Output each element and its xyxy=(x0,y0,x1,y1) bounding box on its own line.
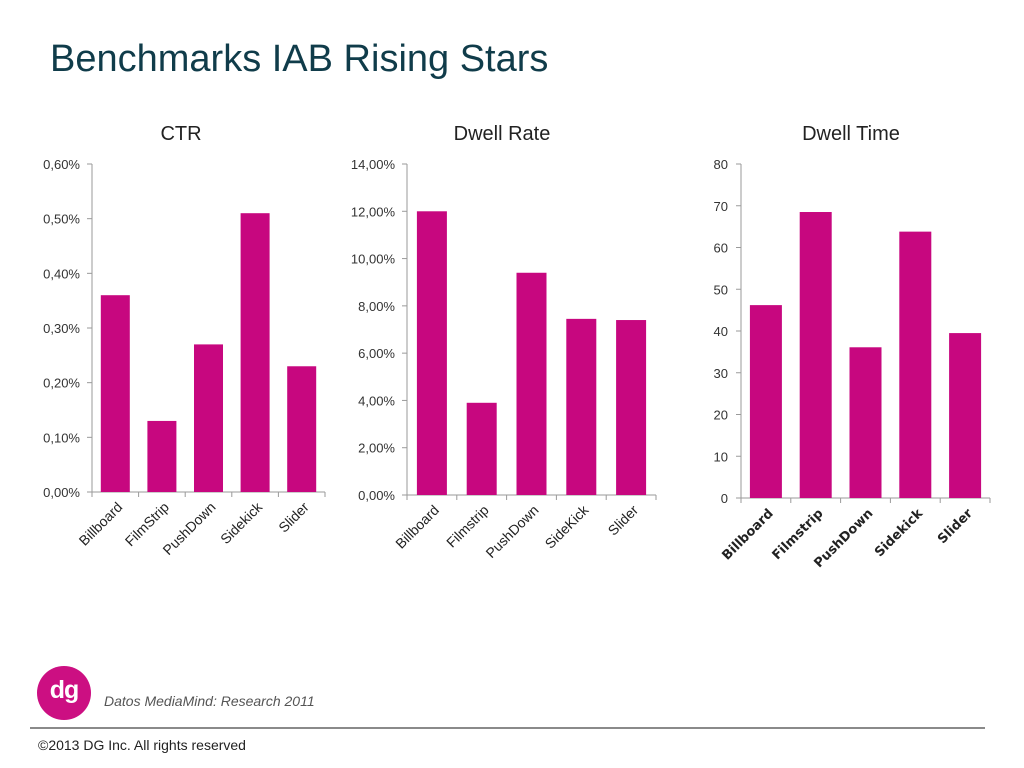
dg-logo: dg xyxy=(37,666,91,720)
dwell-time-category-label-slider: Slider xyxy=(935,506,976,547)
ctr-y-tick-label: 0,00% xyxy=(43,485,80,500)
dwell-rate-category-label-pushdown: PushDown xyxy=(482,502,541,561)
ctr-category-label-slider: Slider xyxy=(275,499,312,536)
copyright-text: ©2013 DG Inc. All rights reserved xyxy=(38,737,246,753)
dwell-time-y-tick-label: 30 xyxy=(714,366,728,381)
dwell-rate-bar-filmstrip xyxy=(466,402,497,495)
dwell-time-chart-title: Dwell Time xyxy=(802,123,900,145)
dwell-time-y-tick-label: 60 xyxy=(714,241,728,256)
ctr-bar-billboard xyxy=(100,295,130,492)
dwell-time-category-label-billboard: Billboard xyxy=(719,506,776,563)
dwell-rate-bar-slider xyxy=(616,320,647,495)
dwell-time-y-tick-label: 40 xyxy=(714,324,728,339)
ctr-y-tick-label: 0,20% xyxy=(43,376,80,391)
dwell-time-category-label-sidekick: Sidekick xyxy=(872,506,926,560)
dwell-rate-category-label-billboard: Billboard xyxy=(392,502,442,552)
dwell-rate-y-tick-label: 4,00% xyxy=(358,393,395,408)
dwell-rate-y-tick-label: 10,00% xyxy=(351,252,396,267)
charts-area: CTR 0,00% 0,10% 0,20% 0,30% 0,40% 0,50% 0,60% Bi… xyxy=(43,123,991,571)
dwell-rate-y-tick-label: 8,00% xyxy=(358,299,395,314)
ctr-y-tick-label: 0,10% xyxy=(43,430,80,445)
source-note: Datos MediaMind: Research 2011 xyxy=(104,693,315,709)
dwell-rate-chart-title: Dwell Rate xyxy=(454,123,551,145)
ctr-bar-slider xyxy=(287,366,317,492)
dwell-time-y-tick-label: 80 xyxy=(714,157,728,172)
dwell-time-bar-sidekick xyxy=(899,231,932,498)
dwell-rate-y-tick-label: 6,00% xyxy=(358,346,395,361)
ctr-category-label-sidekick: Sidekick xyxy=(217,498,266,547)
dwell-time-bar-filmstrip xyxy=(799,212,832,498)
dwell-rate-category-label-slider: Slider xyxy=(605,502,642,539)
dwell-time-bar-slider xyxy=(949,333,982,498)
ctr-bar-sidekick xyxy=(240,213,270,492)
dwell-time-y-tick-label: 50 xyxy=(714,282,728,297)
dwell-rate-bar-billboard xyxy=(416,211,447,496)
dwell-rate-y-tick-label: 12,00% xyxy=(351,204,396,219)
slide-title: Benchmarks IAB Rising Stars xyxy=(50,38,549,80)
ctr-y-tick-label: 0,30% xyxy=(43,321,80,336)
dwell-rate-bar-pushdown xyxy=(516,272,547,495)
dwell-rate-y-tick-label: 14,00% xyxy=(351,157,396,172)
dwell-time-bar-billboard xyxy=(749,305,782,498)
dwell-time-y-tick-label: 20 xyxy=(714,408,728,423)
dwell-rate-bar-sidekick xyxy=(566,318,597,495)
logo-text: dg xyxy=(49,676,80,704)
dwell-time-y-tick-label: 70 xyxy=(714,199,728,214)
dwell-rate-category-label-filmstrip: Filmstrip xyxy=(443,502,492,551)
ctr-bar-filmstrip xyxy=(147,420,177,492)
ctr-chart-title: CTR xyxy=(160,123,201,145)
ctr-y-tick-label: 0,40% xyxy=(43,266,80,281)
dwell-time-y-tick-label: 0 xyxy=(721,491,728,506)
ctr-y-tick-label: 0,60% xyxy=(43,157,80,172)
dwell-time-bar-pushdown xyxy=(849,347,882,498)
dwell-rate-y-tick-label: 2,00% xyxy=(358,441,395,456)
dwell-rate-category-label-sidekick: SideKick xyxy=(542,501,593,552)
dwell-time-y-tick-label: 10 xyxy=(714,449,728,464)
ctr-category-label-billboard: Billboard xyxy=(76,499,126,549)
ctr-y-tick-label: 0,50% xyxy=(43,212,80,227)
ctr-bar-pushdown xyxy=(194,344,223,492)
dwell-rate-y-tick-label: 0,00% xyxy=(358,488,395,503)
footer-divider xyxy=(30,727,985,729)
